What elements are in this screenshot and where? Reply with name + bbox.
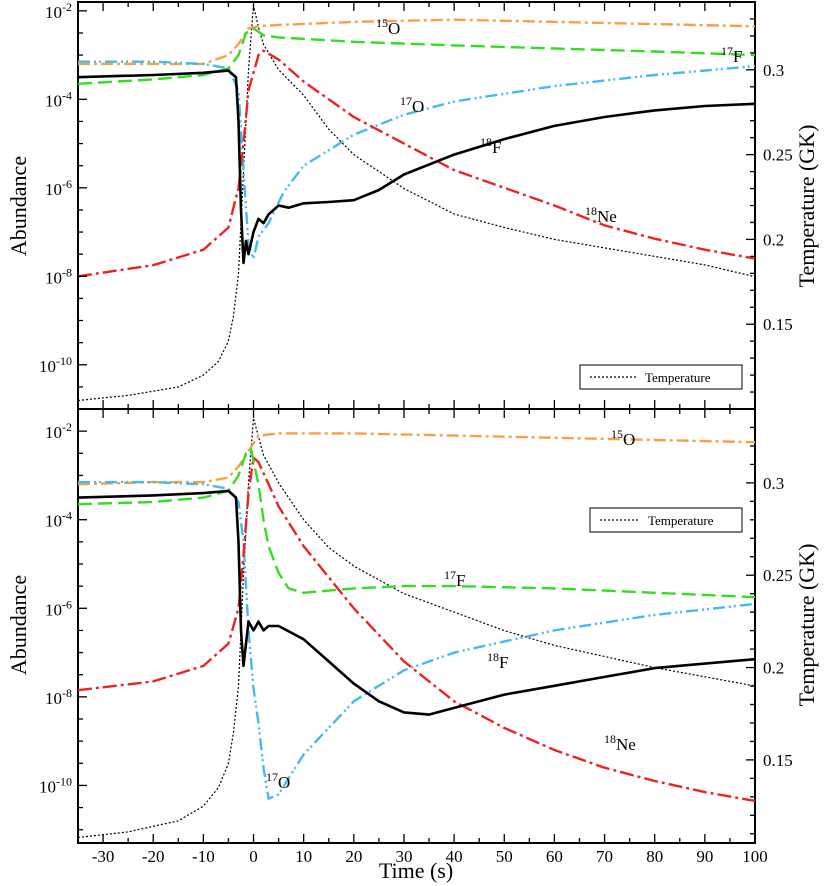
bottom-ytick-label: 10-4 bbox=[45, 509, 72, 531]
xtick-label: 20 bbox=[345, 847, 362, 866]
bottom-y2tick-label: 0.3 bbox=[763, 474, 784, 493]
top-y2tick-label: 0.15 bbox=[763, 315, 793, 334]
xtick-label: 100 bbox=[742, 847, 768, 866]
top-ylabel: Abundance bbox=[6, 156, 31, 256]
top-label-Ne18: 18Ne bbox=[585, 204, 617, 226]
bottom-legend-label: Temperature bbox=[648, 513, 714, 528]
top-series-O15-line bbox=[78, 18, 755, 66]
bottom-series-T-line bbox=[78, 417, 755, 839]
top-y2label: Temperature (GK) bbox=[794, 125, 819, 288]
bottom-y2tick-label: 0.2 bbox=[763, 659, 784, 678]
top-series-layer bbox=[78, 4, 755, 402]
top-series-F17-line bbox=[78, 27, 755, 85]
xtick-label: 90 bbox=[696, 847, 713, 866]
x-axis-label: Time (s) bbox=[379, 858, 453, 883]
top-annotations: 15O 17F 17O 18F 18Ne bbox=[376, 16, 742, 226]
bottom-right-ticks: 0.15 0.2 0.25 0.3 bbox=[746, 408, 793, 835]
top-y2tick-label: 0.2 bbox=[763, 230, 784, 249]
bottom-ytick-label: 10-6 bbox=[45, 597, 72, 619]
top-label-O17: 17O bbox=[400, 94, 424, 116]
xtick-label: 50 bbox=[496, 847, 513, 866]
top-series-Ne18-line bbox=[78, 49, 755, 278]
top-label-O15: 15O bbox=[376, 16, 400, 38]
bottom-label-F18: 18F bbox=[487, 650, 508, 672]
bottom-series-Ne18-line bbox=[78, 456, 755, 803]
top-panel: 10-2 10-4 10-6 10-8 10-10 0.15 0.2 0.25 0.3 15O… bbox=[6, 0, 819, 410]
bottom-ytick-label: 10-10 bbox=[39, 774, 72, 796]
bottom-ytick-label: 10-2 bbox=[45, 420, 72, 442]
xtick-label: 70 bbox=[596, 847, 613, 866]
bottom-label-O17: 17O bbox=[266, 770, 290, 792]
bottom-annotations: 15O 17F 17O 18F 18Ne bbox=[266, 427, 636, 792]
top-ytick-label: 10-4 bbox=[45, 88, 72, 110]
xtick-label: -30 bbox=[92, 847, 115, 866]
top-left-ticks: 10-2 10-4 10-6 10-8 10-10 bbox=[39, 0, 87, 410]
top-ytick-label: 10-10 bbox=[39, 354, 72, 376]
bottom-y2tick-label: 0.15 bbox=[763, 751, 793, 770]
top-y2tick-label: 0.3 bbox=[763, 61, 784, 80]
xtick-label: 80 bbox=[646, 847, 663, 866]
xtick-label: 10 bbox=[295, 847, 312, 866]
bottom-panel: 10-210-410-610-810-10 0.150.20.250.3 -30… bbox=[6, 408, 819, 883]
top-ytick-label: 10-2 bbox=[45, 0, 72, 22]
top-y2tick-label: 0.25 bbox=[763, 146, 793, 165]
bottom-legend: Temperature bbox=[589, 507, 743, 533]
bottom-panel-frame bbox=[77, 408, 756, 844]
bottom-series-F17-line bbox=[78, 447, 755, 599]
top-series-F18-line bbox=[78, 69, 755, 265]
top-legend: Temperature bbox=[579, 364, 743, 390]
xtick-label: 60 bbox=[546, 847, 563, 866]
top-right-ticks: 0.15 0.2 0.25 0.3 bbox=[746, 1, 793, 410]
xtick-label: -20 bbox=[142, 847, 165, 866]
bottom-ytick-label: 10-8 bbox=[45, 686, 72, 708]
bottom-series-O17-line bbox=[78, 480, 755, 800]
bottom-ylabel: Abundance bbox=[6, 575, 31, 675]
bottom-x-ticks: -30 -20 -10 0 10 20 30 40 50 60 70 80 90 100 bbox=[77, 409, 768, 866]
bottom-label-Ne18: 18Ne bbox=[604, 732, 636, 754]
xtick-label: 40 bbox=[446, 847, 463, 866]
bottom-series-O15-line bbox=[78, 432, 755, 486]
top-label-F17: 17F bbox=[721, 44, 742, 66]
bottom-left-ticks: 10-2 10-4 10-6 10-8 10-10 bbox=[39, 408, 87, 831]
bottom-series-F18-line bbox=[78, 489, 755, 716]
top-legend-label: Temperature bbox=[645, 370, 711, 385]
top-series-O17-line bbox=[78, 60, 755, 260]
bottom-y2label: Temperature (GK) bbox=[794, 544, 819, 707]
bottom-legend-box bbox=[589, 507, 743, 533]
top-ytick-label: 10-6 bbox=[45, 177, 72, 199]
xtick-label: 30 bbox=[395, 847, 412, 866]
top-ytick-label: 10-8 bbox=[45, 265, 72, 287]
xtick-label: 0 bbox=[249, 847, 258, 866]
bottom-label-F17: 17F bbox=[444, 568, 465, 590]
bottom-y2tick-label: 0.25 bbox=[763, 566, 793, 585]
xtick-label: -10 bbox=[192, 847, 215, 866]
bottom-series-layer bbox=[78, 417, 755, 839]
top-series-T-line bbox=[78, 4, 755, 402]
top-label-F18: 18F bbox=[480, 135, 501, 157]
bottom-label-O15: 15O bbox=[611, 427, 635, 449]
